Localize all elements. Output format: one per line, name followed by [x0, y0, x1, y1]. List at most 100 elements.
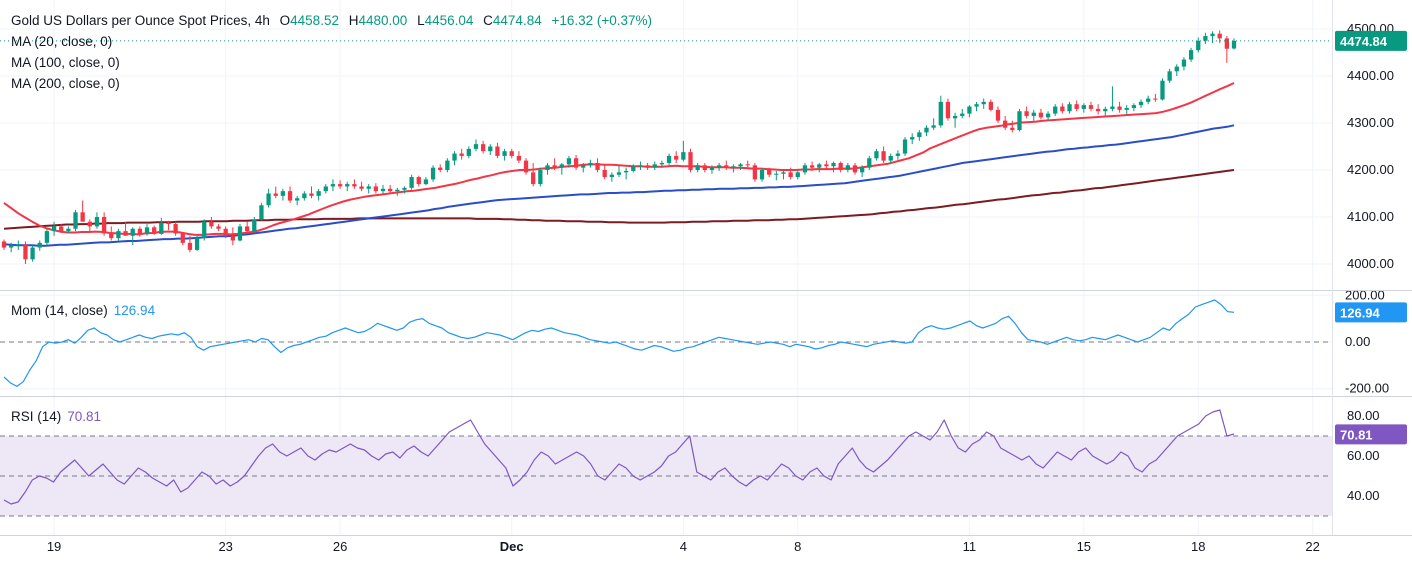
- candle: [1196, 37, 1201, 53]
- candle-body: [1203, 36, 1208, 41]
- candle-body: [144, 227, 150, 234]
- candle-body: [738, 164, 743, 167]
- candle: [237, 224, 243, 242]
- candle: [287, 186, 293, 203]
- svg-text:70.81: 70.81: [1340, 427, 1373, 442]
- price-tick-label: 4300.00: [1347, 115, 1394, 130]
- candle: [259, 202, 264, 221]
- rsi-pane[interactable]: 80.00 60.00 40.00: [0, 397, 1412, 535]
- ma20-line: [3, 82, 1235, 236]
- candle-body: [252, 219, 257, 232]
- ma200-legend[interactable]: MA (200, close, 0): [11, 76, 120, 91]
- candle: [16, 240, 21, 250]
- candle-body: [1160, 80, 1165, 100]
- candle: [910, 133, 915, 145]
- candle: [1045, 111, 1051, 121]
- candle: [809, 161, 815, 171]
- candle: [767, 167, 772, 178]
- low-label: L: [417, 13, 425, 28]
- candle-body: [216, 226, 221, 229]
- momentum-legend[interactable]: Mom (14, close) 126.94: [11, 300, 155, 321]
- candle-body: [37, 242, 42, 248]
- candle-body: [573, 158, 579, 168]
- mom-tick-label: -200.00: [1345, 381, 1389, 396]
- ma20-legend[interactable]: MA (20, close, 0): [11, 34, 113, 49]
- candle-body: [152, 227, 157, 234]
- candle-body: [123, 231, 128, 236]
- price-tick-label: 4000.00: [1347, 256, 1394, 271]
- candle-body: [373, 186, 379, 192]
- candle: [988, 99, 994, 112]
- rsi-badge: 70.81: [1335, 424, 1407, 445]
- rsi-legend[interactable]: RSI (14) 70.81: [11, 406, 101, 427]
- candle: [194, 235, 200, 251]
- candle-body: [509, 151, 514, 156]
- candle: [73, 209, 78, 232]
- x-tick-label: 8: [794, 539, 801, 554]
- candle: [1074, 100, 1079, 112]
- candle: [995, 106, 1001, 123]
- candle-body: [280, 191, 286, 196]
- candle-body: [859, 167, 865, 173]
- candle-body: [1117, 106, 1122, 110]
- candle-body: [66, 228, 71, 232]
- candle: [1088, 101, 1094, 112]
- svg-text:4474.84: 4474.84: [1340, 34, 1388, 49]
- candle-body: [917, 132, 922, 138]
- candle: [395, 187, 400, 196]
- candle: [80, 200, 85, 222]
- candle: [430, 165, 436, 182]
- momentum-pane[interactable]: 200.00 0.00 -200.00: [0, 287, 1412, 396]
- candle: [337, 180, 343, 189]
- candle-body: [1067, 104, 1072, 112]
- open-label: O: [279, 13, 291, 28]
- candle: [531, 162, 536, 187]
- candle: [566, 155, 572, 168]
- candle: [888, 153, 893, 163]
- candle-body: [51, 226, 57, 232]
- candle-body: [867, 158, 872, 168]
- candle: [759, 167, 765, 182]
- ma100-legend[interactable]: MA (100, close, 0): [11, 55, 120, 70]
- candle-body: [774, 173, 779, 175]
- candle: [1110, 86, 1115, 112]
- candle-body: [759, 170, 765, 180]
- candle-body: [273, 193, 278, 196]
- candle-body: [831, 162, 836, 167]
- candle: [960, 108, 965, 119]
- candle: [538, 167, 543, 187]
- candle-body: [1224, 38, 1229, 49]
- candle: [166, 220, 171, 231]
- candle: [388, 185, 393, 193]
- candle-body: [495, 146, 500, 156]
- momentum-badge: 126.94: [1335, 302, 1407, 323]
- candle-body: [59, 226, 64, 232]
- candle-body: [516, 155, 522, 161]
- candle-body: [173, 224, 178, 234]
- candle: [1024, 106, 1029, 119]
- candle-body: [1017, 111, 1022, 131]
- candle: [252, 217, 257, 233]
- price-badge: 4474.84: [1335, 30, 1407, 51]
- candle: [895, 150, 901, 160]
- candle-body: [981, 101, 986, 105]
- x-tick-label: 19: [47, 539, 61, 554]
- candle: [87, 219, 92, 232]
- candle: [702, 162, 707, 173]
- candle-body: [1181, 59, 1187, 67]
- candle: [459, 148, 464, 160]
- candle: [373, 183, 379, 194]
- candle: [559, 162, 564, 175]
- candle-body: [295, 198, 300, 201]
- candle: [216, 224, 221, 232]
- candle-body: [445, 160, 450, 170]
- candle: [244, 221, 250, 234]
- candle-body: [1038, 112, 1044, 118]
- candle: [323, 184, 328, 194]
- candle: [738, 162, 743, 170]
- candle: [1210, 31, 1215, 44]
- candle: [709, 165, 715, 174]
- price-pane[interactable]: 4500.004400.004300.004200.004100.004000.…: [0, 0, 1412, 290]
- candle-body: [80, 212, 85, 222]
